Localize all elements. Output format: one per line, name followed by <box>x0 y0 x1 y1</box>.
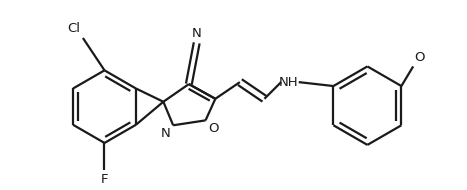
Text: N: N <box>192 27 202 40</box>
Text: F: F <box>101 173 108 186</box>
Text: N: N <box>161 127 170 140</box>
Text: O: O <box>414 51 425 64</box>
Text: O: O <box>208 122 219 135</box>
Text: NH: NH <box>279 76 299 89</box>
Text: Cl: Cl <box>67 22 80 35</box>
